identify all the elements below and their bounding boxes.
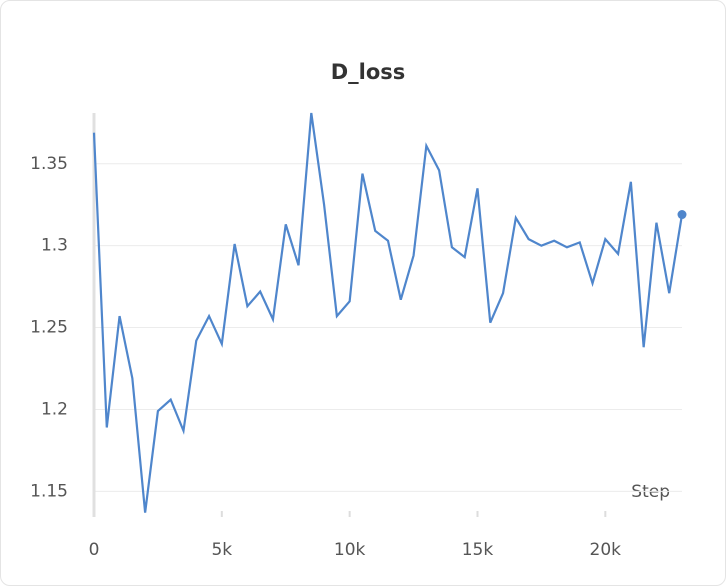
y-tick-label: 1.35 — [30, 154, 68, 174]
chart-title: D_loss — [331, 60, 406, 84]
y-tick-label: 1.2 — [41, 399, 68, 419]
x-tick-label: 0 — [89, 540, 100, 560]
y-tick-label: 1.3 — [41, 236, 68, 256]
x-tick-label: 15k — [462, 540, 494, 560]
x-tick-label: 20k — [590, 540, 622, 560]
last-point — [677, 210, 687, 220]
x-axis-label: Step — [631, 482, 670, 502]
x-tick-label: 10k — [334, 540, 366, 560]
y-tick-label: 1.25 — [30, 318, 68, 338]
y-tick-label: 1.15 — [30, 481, 68, 501]
line-series — [92, 112, 684, 513]
x-tick-label: 5k — [211, 540, 232, 560]
